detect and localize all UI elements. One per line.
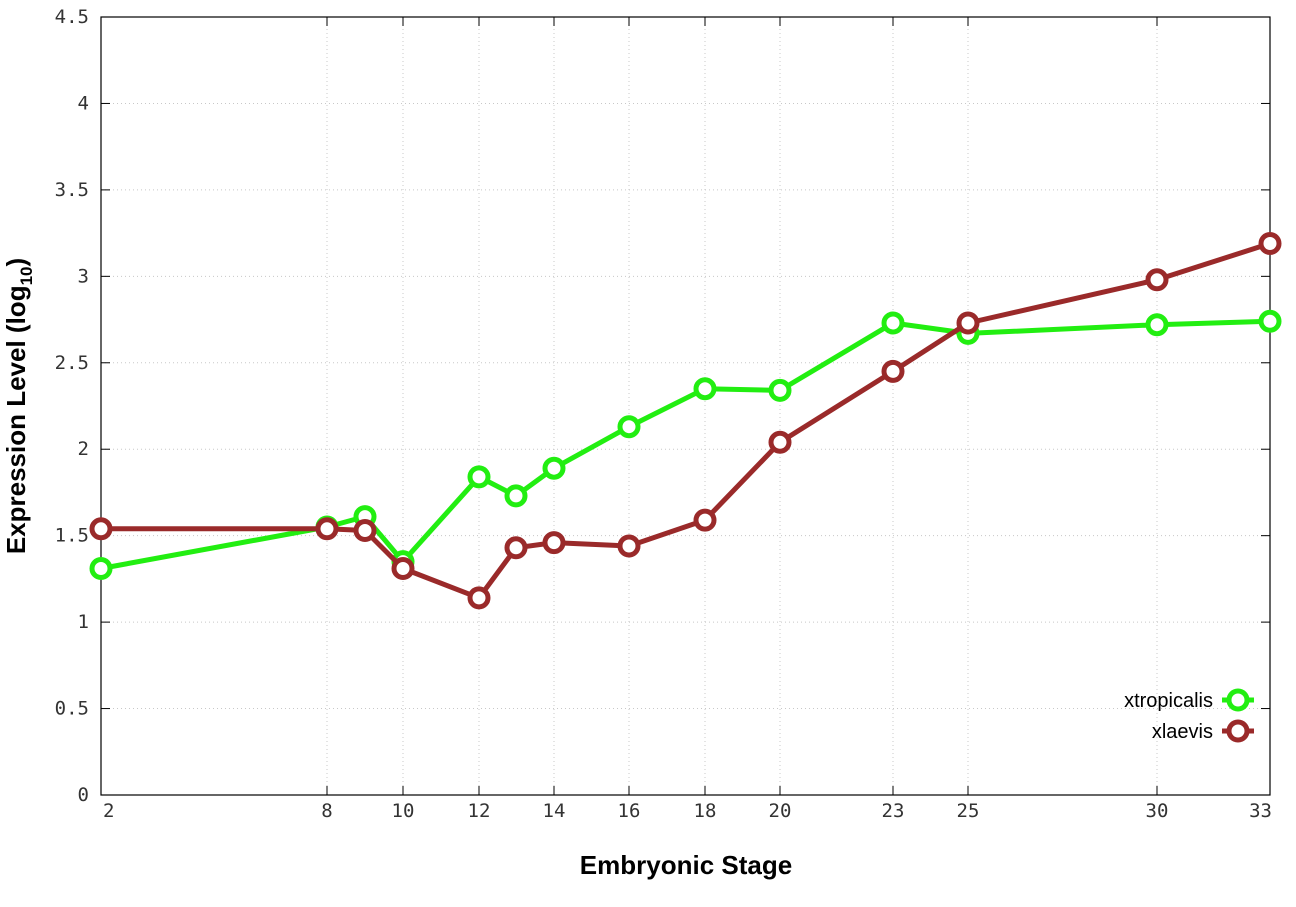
grid-lines xyxy=(101,17,1270,795)
y-tick-label: 2 xyxy=(78,438,89,460)
x-tick-label: 2 xyxy=(103,800,114,822)
data-point-xlaevis xyxy=(315,517,339,541)
x-tick-label: 30 xyxy=(1146,800,1169,822)
legend-marker-xlaevis xyxy=(1226,719,1250,743)
x-tick-label: 8 xyxy=(321,800,332,822)
data-point-xtropicalis xyxy=(768,378,792,402)
data-point-xlaevis xyxy=(89,517,113,541)
data-point-xtropicalis xyxy=(504,484,528,508)
data-point-xlaevis xyxy=(956,311,980,335)
y-tick-label: 1.5 xyxy=(55,525,89,547)
data-point-xlaevis xyxy=(768,430,792,454)
x-tick-label: 25 xyxy=(957,800,980,822)
y-axis-title-main: Expression Level (log xyxy=(1,285,31,554)
x-tick-label: 23 xyxy=(882,800,905,822)
x-tick-label: 16 xyxy=(618,800,641,822)
axis-ticks: 2 8 10 12 14 16 18 20 23 25 30 33 0 0.5 1 1.5 2 2.5 3 3.5 4 4… xyxy=(55,6,1272,822)
y-tick-label: 3 xyxy=(78,265,89,287)
data-point-xtropicalis xyxy=(542,456,566,480)
y-tick-label: 4 xyxy=(78,92,89,114)
x-tick-label: 33 xyxy=(1249,800,1272,822)
legend-label-xlaevis: xlaevis xyxy=(1152,721,1213,743)
data-point-xtropicalis xyxy=(693,377,717,401)
x-tick-label: 10 xyxy=(392,800,415,822)
x-tick-label: 20 xyxy=(769,800,792,822)
data-point-xlaevis xyxy=(391,557,415,580)
y-tick-label: 4.5 xyxy=(55,6,89,28)
series-line-xtropicalis xyxy=(98,318,1273,571)
legend-label-xtropicalis: xtropicalis xyxy=(1124,690,1213,712)
y-axis-title: Expression Level (log10) xyxy=(1,258,36,554)
data-point-xlaevis xyxy=(353,519,377,542)
data-point-xlaevis xyxy=(1145,268,1169,292)
data-point-xtropicalis xyxy=(89,557,113,580)
data-point-xlaevis xyxy=(693,508,717,532)
y-tick-label: 2.5 xyxy=(55,352,89,374)
legend: xtropicalis xlaevis xyxy=(1124,688,1254,743)
data-point-xtropicalis xyxy=(881,311,905,335)
y-tick-label: 0.5 xyxy=(55,698,89,720)
data-point-xlaevis xyxy=(467,586,491,610)
x-axis-title: Embryonic Stage xyxy=(580,850,792,880)
legend-marker-xtropicalis xyxy=(1226,688,1250,712)
plot-frame xyxy=(100,16,1271,796)
data-point-xtropicalis xyxy=(1258,309,1282,333)
data-point-xlaevis xyxy=(881,359,905,383)
data-point-xtropicalis xyxy=(1145,313,1169,337)
series-line-xlaevis xyxy=(98,241,1273,601)
x-tick-label: 18 xyxy=(694,800,717,822)
y-axis-title-subscript: 10 xyxy=(17,267,36,286)
y-tick-label: 3.5 xyxy=(55,179,89,201)
x-tick-label: 14 xyxy=(543,800,566,822)
data-point-xtropicalis xyxy=(467,465,491,489)
data-point-xlaevis xyxy=(504,536,528,560)
y-axis-title-close: ) xyxy=(1,258,31,267)
data-point-xtropicalis xyxy=(617,415,641,439)
x-tick-label: 12 xyxy=(468,800,491,822)
y-tick-label: 0 xyxy=(78,784,89,806)
data-point-xlaevis xyxy=(542,531,566,555)
data-point-xlaevis xyxy=(1258,232,1282,255)
data-point-xlaevis xyxy=(617,534,641,558)
y-tick-label: 1 xyxy=(78,611,89,633)
data-series xyxy=(89,232,1282,610)
